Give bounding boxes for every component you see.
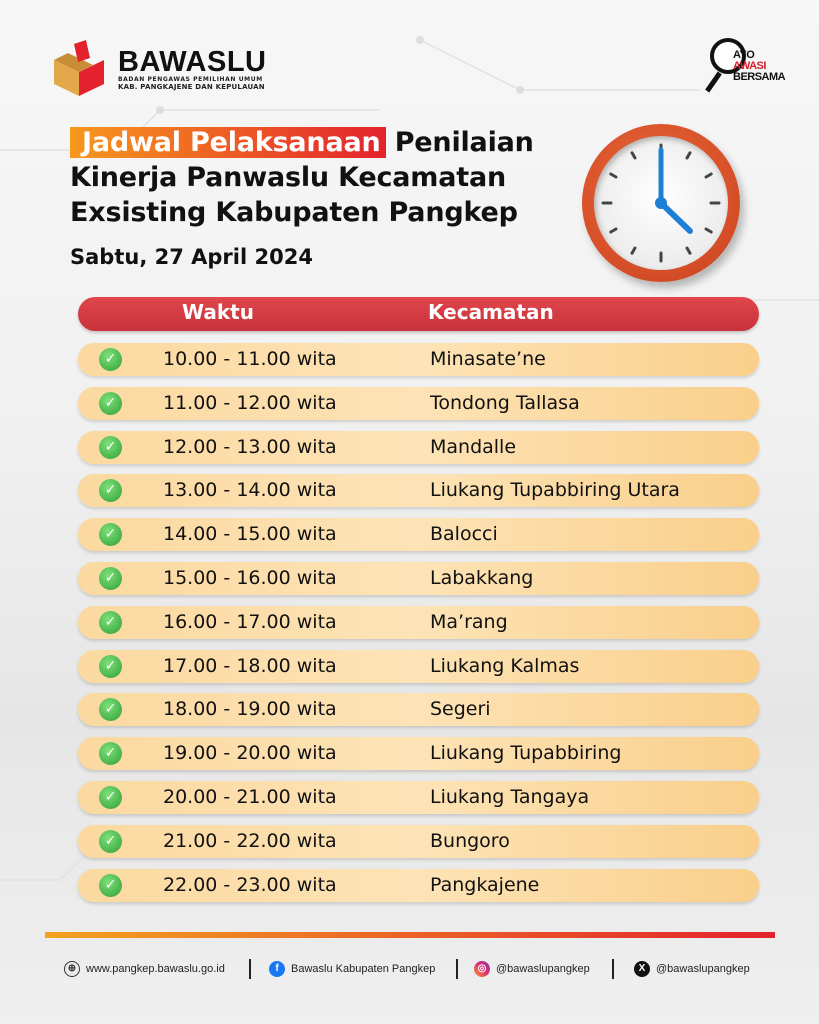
- table-row: ✓ 19.00 - 20.00 wita Liukang Tupabbiring: [78, 737, 759, 771]
- check-icon: ✓: [99, 567, 122, 590]
- clock-tick: [609, 227, 618, 234]
- table-row: ✓ 14.00 - 15.00 wita Balocci: [78, 518, 759, 552]
- table-row: ✓ 13.00 - 14.00 wita Liukang Tupabbiring U…: [78, 474, 759, 508]
- row-district: Tondong Tallasa: [430, 391, 580, 414]
- row-time: 13.00 - 14.00 wita: [163, 479, 337, 502]
- clock-tick: [704, 227, 713, 234]
- title-line2: Kinerja Panwaslu Kecamatan: [70, 162, 507, 193]
- check-icon: ✓: [99, 610, 122, 634]
- row-district: Bungoro: [430, 829, 510, 852]
- check-icon: ✓: [99, 786, 122, 809]
- x-text: @bawaslupangkep: [656, 963, 750, 975]
- page-title: Jadwal Pelaksanaan Penilaian Kinerja Pan…: [70, 125, 534, 230]
- check-icon: ✓: [99, 698, 122, 722]
- campaign-line1: AYO: [733, 49, 755, 61]
- clock-tick: [685, 246, 692, 255]
- row-district: Liukang Tupabbiring: [430, 742, 622, 765]
- facebook-icon: f: [269, 961, 285, 977]
- header-time: Waktu: [182, 300, 254, 324]
- footer-divider: [45, 932, 775, 938]
- footer-facebook[interactable]: f Bawaslu Kabupaten Pangkep: [269, 961, 435, 977]
- check-icon: ✓: [99, 391, 122, 415]
- row-time: 15.00 - 16.00 wita: [163, 567, 337, 589]
- check-icon: ✓: [99, 829, 122, 853]
- table-row: ✓ 20.00 - 21.00 wita Liukang Tangaya: [78, 781, 759, 814]
- footer-x[interactable]: X @bawaslupangkep: [634, 961, 750, 977]
- row-time: 22.00 - 23.00 wita: [163, 873, 337, 896]
- row-district: Liukang Tupabbiring Utara: [430, 479, 680, 502]
- row-district: Pangkajene: [430, 873, 540, 896]
- row-district: Minasate’ne: [430, 348, 546, 370]
- clock-tick: [630, 151, 637, 160]
- brand-name: BAWASLU: [118, 45, 267, 78]
- clock-tick: [609, 172, 618, 179]
- row-time: 14.00 - 15.00 wita: [163, 523, 337, 546]
- instagram-text: @bawaslupangkep: [496, 963, 590, 975]
- bawaslu-logo: BAWASLU BADAN PENGAWAS PEMILIHAN UMUM KA…: [52, 40, 267, 98]
- footer: ⊕ www.pangkep.bawaslu.go.id f Bawaslu Ka…: [64, 959, 764, 979]
- footer-instagram[interactable]: ◎ @bawaslupangkep: [474, 961, 590, 977]
- title-line3: Exsisting Kabupaten Pangkep: [70, 197, 518, 228]
- table-row: ✓ 21.00 - 22.00 wita Bungoro: [78, 824, 759, 858]
- x-icon: X: [634, 961, 650, 977]
- row-time: 18.00 - 19.00 wita: [163, 698, 337, 721]
- ballot-box-logo-icon: [54, 40, 104, 96]
- row-time: 16.00 - 17.00 wita: [163, 610, 337, 633]
- table-row: ✓ 18.00 - 19.00 wita Segeri: [78, 693, 759, 727]
- row-time: 20.00 - 21.00 wita: [163, 786, 337, 808]
- clock-tick: [630, 246, 637, 255]
- row-district: Mandalle: [430, 435, 517, 458]
- row-time: 17.00 - 18.00 wita: [163, 654, 337, 677]
- table-row: ✓ 10.00 - 11.00 wita Minasate’ne: [78, 343, 759, 376]
- row-time: 11.00 - 12.00 wita: [163, 391, 337, 414]
- table-row: ✓ 11.00 - 12.00 wita Tondong Tallasa: [78, 386, 759, 420]
- campaign-line3: BERSAMA: [733, 71, 786, 83]
- clock-tick: [685, 151, 692, 160]
- title-line1-rest: Penilaian: [385, 127, 534, 158]
- check-icon: ✓: [99, 523, 122, 547]
- facebook-text: Bawaslu Kabupaten Pangkep: [291, 963, 436, 975]
- row-time: 19.00 - 20.00 wita: [163, 742, 337, 765]
- row-district: Segeri: [430, 698, 491, 721]
- header-district: Kecamatan: [428, 300, 554, 324]
- campaign-line2: AWASI: [733, 60, 766, 72]
- ayo-awasi-bersama-logo: AYO AWASI BERSAMA: [705, 36, 786, 98]
- row-district: Liukang Kalmas: [430, 654, 580, 677]
- check-icon: ✓: [99, 654, 122, 678]
- footer-website[interactable]: ⊕ www.pangkep.bawaslu.go.id: [64, 961, 225, 977]
- row-district: Balocci: [430, 523, 498, 546]
- instagram-icon: ◎: [474, 961, 490, 977]
- row-time: 12.00 - 13.00 wita: [163, 435, 337, 458]
- row-time: 21.00 - 22.00 wita: [163, 829, 337, 852]
- row-district: Ma’rang: [430, 610, 508, 633]
- clock-tick: [704, 172, 713, 179]
- magnifier-icon: [710, 38, 746, 74]
- check-icon: ✓: [99, 479, 122, 503]
- table-row: ✓ 12.00 - 13.00 wita Mandalle: [78, 430, 759, 464]
- check-icon: ✓: [99, 348, 122, 371]
- brand-region: KAB. PANGKAJENE DAN KEPULAUAN: [118, 82, 265, 91]
- row-district: Liukang Tangaya: [430, 786, 590, 808]
- globe-icon: ⊕: [64, 961, 80, 977]
- table-row: ✓ 16.00 - 17.00 wita Ma’rang: [78, 605, 759, 639]
- check-icon: ✓: [99, 742, 122, 766]
- table-row: ✓ 15.00 - 16.00 wita Labakkang: [78, 562, 759, 595]
- clock-icon: [582, 124, 740, 282]
- row-time: 10.00 - 11.00 wita: [163, 348, 337, 370]
- check-icon: ✓: [99, 435, 122, 459]
- title-highlight: Jadwal Pelaksanaan: [70, 127, 386, 158]
- table-row: ✓ 22.00 - 23.00 wita Pangkajene: [78, 868, 759, 902]
- event-date: Sabtu, 27 April 2024: [70, 245, 313, 269]
- website-text: www.pangkep.bawaslu.go.id: [86, 963, 225, 975]
- table-row: ✓ 17.00 - 18.00 wita Liukang Kalmas: [78, 649, 759, 683]
- row-district: Labakkang: [430, 567, 534, 589]
- check-icon: ✓: [99, 873, 122, 897]
- brand-subtitle: BADAN PENGAWAS PEMILIHAN UMUM: [118, 75, 263, 83]
- table-header: Waktu Kecamatan: [78, 297, 759, 331]
